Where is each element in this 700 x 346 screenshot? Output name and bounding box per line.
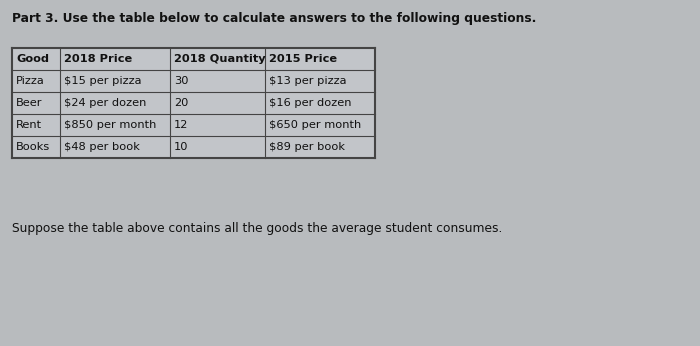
Text: 30: 30 — [174, 76, 188, 86]
Text: Books: Books — [16, 142, 50, 152]
Text: $650 per month: $650 per month — [269, 120, 361, 130]
Text: 2018 Quantity: 2018 Quantity — [174, 54, 265, 64]
Text: 2018 Price: 2018 Price — [64, 54, 132, 64]
Text: $850 per month: $850 per month — [64, 120, 156, 130]
Text: $15 per pizza: $15 per pizza — [64, 76, 141, 86]
Text: Beer: Beer — [16, 98, 43, 108]
Text: 10: 10 — [174, 142, 188, 152]
Text: Pizza: Pizza — [16, 76, 45, 86]
Text: $13 per pizza: $13 per pizza — [269, 76, 346, 86]
Text: 12: 12 — [174, 120, 188, 130]
Text: Good: Good — [16, 54, 49, 64]
Text: 20: 20 — [174, 98, 188, 108]
Text: 2015 Price: 2015 Price — [269, 54, 337, 64]
Text: $16 per dozen: $16 per dozen — [269, 98, 351, 108]
Text: $89 per book: $89 per book — [269, 142, 345, 152]
Text: $24 per dozen: $24 per dozen — [64, 98, 146, 108]
Text: $48 per book: $48 per book — [64, 142, 140, 152]
Text: Part 3. Use the table below to calculate answers to the following questions.: Part 3. Use the table below to calculate… — [12, 12, 536, 25]
Bar — [12, 48, 375, 158]
Text: Suppose the table above contains all the goods the average student consumes.: Suppose the table above contains all the… — [12, 222, 503, 235]
Text: Rent: Rent — [16, 120, 42, 130]
